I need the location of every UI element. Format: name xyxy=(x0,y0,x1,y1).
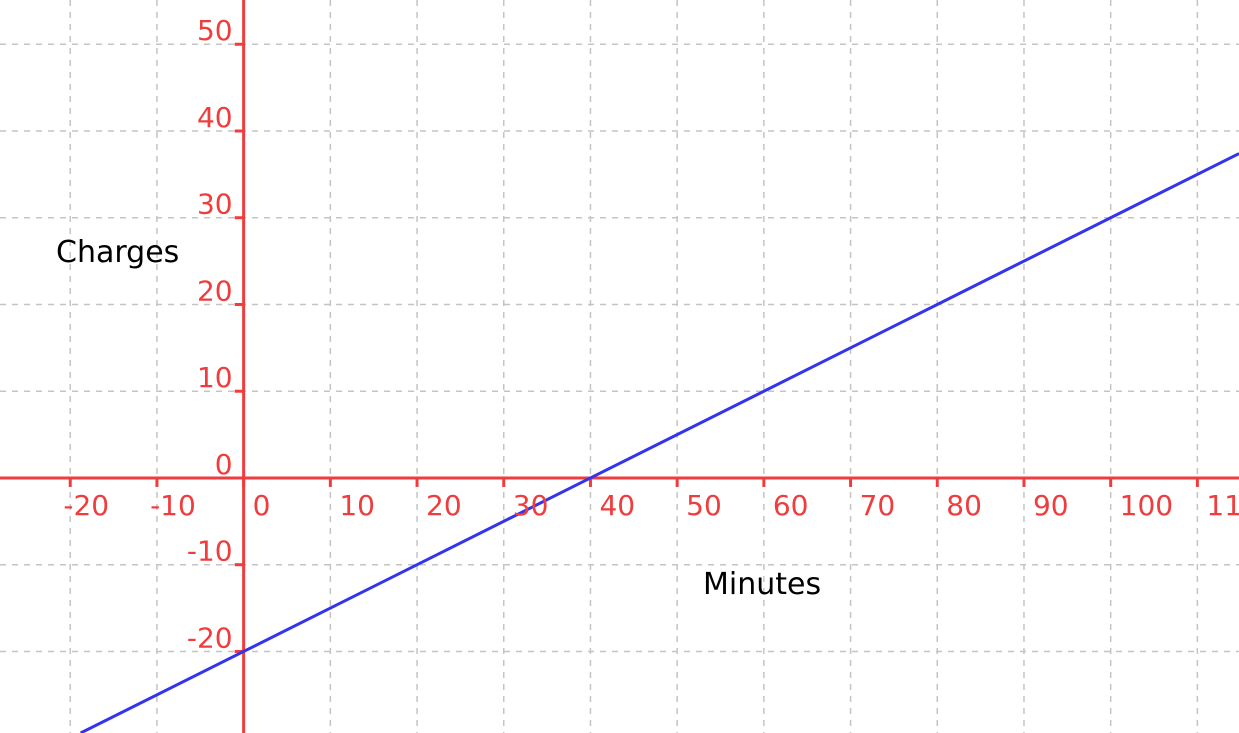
x-tick-label: -10 xyxy=(150,489,196,522)
x-tick-label: 30 xyxy=(513,489,549,522)
y-tick-label: 20 xyxy=(197,274,233,307)
series xyxy=(79,152,1239,733)
x-tick-label: 80 xyxy=(946,489,982,522)
y-tick-label: 10 xyxy=(197,361,233,394)
y-tick-label: 0 xyxy=(215,448,233,481)
y-tick-label: -20 xyxy=(187,621,233,654)
y-tick-label: 30 xyxy=(197,188,233,221)
x-tick-label: -20 xyxy=(63,489,109,522)
x-tick-label: 50 xyxy=(686,489,722,522)
x-tick-label: 70 xyxy=(860,489,896,522)
x-tick-label: 40 xyxy=(599,489,635,522)
x-tick-label: 10 xyxy=(339,489,375,522)
y-axis-title: Charges xyxy=(56,235,179,270)
series-line xyxy=(79,152,1239,733)
y-tick-label: 50 xyxy=(197,14,233,47)
y-tick-label: -10 xyxy=(187,535,233,568)
x-tick-label: 0 xyxy=(253,489,271,522)
tick-labels: -20 -10 0 10 20 30 40 50 60 70 80 90 100 110 -20 -10 0 10… xyxy=(63,14,1239,654)
x-tick-label: 100 xyxy=(1120,489,1173,522)
x-tick-label: 60 xyxy=(773,489,809,522)
x-tick-label: 20 xyxy=(426,489,462,522)
x-tick-label: 110 xyxy=(1206,489,1239,522)
y-tick-label: 40 xyxy=(197,101,233,134)
x-tick-label: 90 xyxy=(1033,489,1069,522)
x-axis-title: Minutes xyxy=(703,567,821,602)
